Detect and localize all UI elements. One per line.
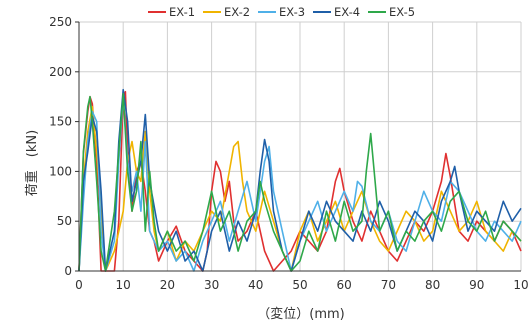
x-tick-label-6: 60 <box>337 278 352 292</box>
tick-labels: 0 50 100 150 200 250 0 10 20 30 40 50 60 70 80 90 10 <box>49 15 529 292</box>
x-axis-label: （変位）(mm) <box>257 306 344 322</box>
series-line-ex-5 <box>78 92 522 272</box>
legend: EX-1 EX-2 EX-3 EX-4 EX-5 <box>148 5 415 19</box>
series-line-ex-4 <box>78 88 522 272</box>
axes <box>78 22 521 272</box>
y-tick-label-5: 250 <box>49 15 72 29</box>
x-tick-label-8: 80 <box>425 278 440 292</box>
y-tick-label-2: 100 <box>49 164 72 178</box>
y-tick-label-0: 0 <box>64 264 72 278</box>
x-tick-label-7: 70 <box>381 278 396 292</box>
x-tick-label-2: 20 <box>160 278 175 292</box>
x-tick-label-3: 30 <box>204 278 219 292</box>
series-layer <box>78 88 522 272</box>
x-tick-label-5: 50 <box>292 278 307 292</box>
legend-label-ex-1: EX-1 <box>169 5 195 19</box>
legend-label-ex-2: EX-2 <box>224 5 250 19</box>
x-tick-label-9: 90 <box>469 278 484 292</box>
y-tick-label-3: 150 <box>49 115 72 129</box>
legend-label-ex-3: EX-3 <box>279 5 305 19</box>
x-tick-label-0: 0 <box>75 278 83 292</box>
x-tick-label-10: 10 <box>513 278 528 292</box>
legend-label-ex-5: EX-5 <box>389 5 415 19</box>
y-tick-label-4: 200 <box>49 65 72 79</box>
y-tick-label-1: 50 <box>57 214 72 228</box>
x-tick-label-1: 10 <box>116 278 131 292</box>
y-axis-label: 荷重 (kN) <box>24 130 40 196</box>
x-tick-label-4: 40 <box>248 278 263 292</box>
legend-label-ex-4: EX-4 <box>334 5 360 19</box>
series-line-ex-2 <box>78 105 522 272</box>
